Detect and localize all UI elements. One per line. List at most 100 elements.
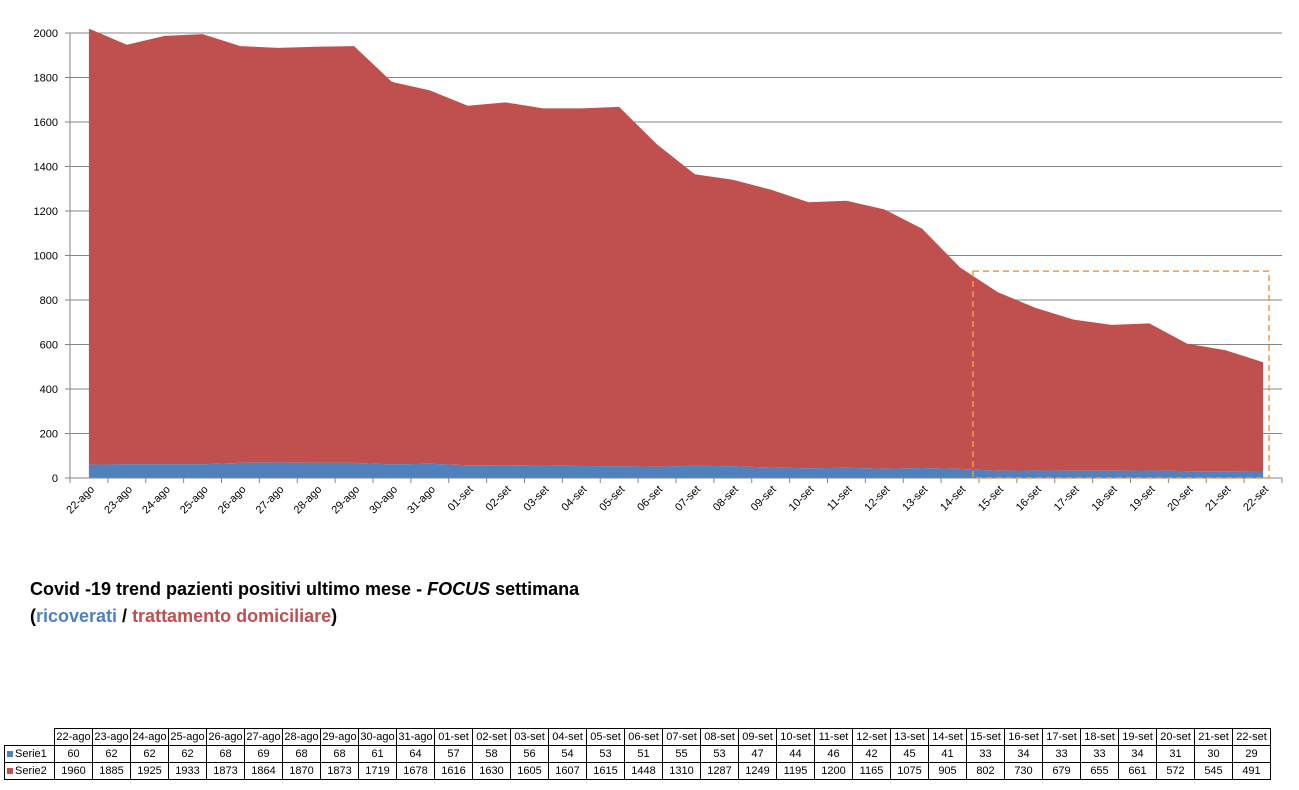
- table-cell: 31: [1156, 745, 1195, 763]
- table-cell: 69: [244, 745, 283, 763]
- table-cell: 572: [1156, 762, 1195, 780]
- table-cell: 68: [282, 745, 321, 763]
- x-tick-label: 24-ago: [140, 484, 173, 517]
- series-name: Serie1: [15, 748, 47, 760]
- caption-separator: /: [117, 606, 133, 626]
- caption-domiciliare: trattamento domiciliare: [132, 606, 332, 626]
- table-body: Serie1 60 62 62 62 68 69 68 68 61 64 57 58 56 54 53 51 55…: [4, 745, 1271, 780]
- x-tick-label: 26-ago: [216, 484, 249, 517]
- table-cell: 51: [624, 745, 663, 763]
- table-column-header: 09-set: [738, 728, 777, 746]
- table-cell: 54: [548, 745, 587, 763]
- caption-title-end: settimana: [490, 579, 580, 599]
- table-cell: 53: [586, 745, 625, 763]
- y-tick-label: 800: [40, 295, 58, 307]
- table-column-header: 20-set: [1156, 728, 1195, 746]
- focus-highlight-box: [972, 270, 1270, 479]
- table-cell: 42: [852, 745, 891, 763]
- area-serie2: [88, 28, 1264, 472]
- table-column-header: 18-set: [1080, 728, 1119, 746]
- table-column-header: 26-ago: [206, 728, 245, 746]
- table-column-header: 02-set: [472, 728, 511, 746]
- caption-title: Covid -19 trend pazienti positivi ultimo…: [30, 579, 428, 599]
- table-cell: 55: [662, 745, 701, 763]
- y-tick-label: 1000: [34, 251, 58, 263]
- table-column-header: 28-ago: [282, 728, 321, 746]
- x-tick-label: 28-ago: [292, 484, 325, 517]
- table-cell: 1719: [358, 762, 397, 780]
- x-tick-label: 03-set: [521, 484, 551, 514]
- x-tick-label: 12-set: [862, 484, 892, 514]
- table-cell: 61: [358, 745, 397, 763]
- table-cell: 1200: [814, 762, 853, 780]
- x-tick-label: 22-set: [1241, 484, 1271, 514]
- table-cell: 1933: [168, 762, 207, 780]
- table-column-header: 06-set: [624, 728, 663, 746]
- table-cell: 1885: [92, 762, 131, 780]
- table-column-header: 07-set: [662, 728, 701, 746]
- x-tick-label: 31-ago: [405, 484, 438, 517]
- table-cell: 68: [206, 745, 245, 763]
- x-tick-label: 14-set: [938, 484, 968, 514]
- table-cell: 679: [1042, 762, 1081, 780]
- table-column-header: 03-set: [510, 728, 549, 746]
- x-tick-label: 20-set: [1165, 484, 1195, 514]
- table-column-header: 23-ago: [92, 728, 131, 746]
- table-cell: 1605: [510, 762, 549, 780]
- table-column-header: 15-set: [966, 728, 1005, 746]
- table-cell: 1165: [852, 762, 891, 780]
- table-column-header: 19-set: [1118, 728, 1157, 746]
- y-tick-label: 600: [40, 340, 58, 352]
- area-chart: 0 200 400 600 800 1000 1200 1400 1600 1800 2000 22-…: [34, 28, 1283, 517]
- table-cell: 41: [928, 745, 967, 763]
- table-cell: 45: [890, 745, 929, 763]
- y-tick-label: 400: [40, 384, 58, 396]
- x-tick-label: 01-set: [446, 484, 476, 514]
- x-tick-label: 07-set: [673, 484, 703, 514]
- table-cell: 33: [966, 745, 1005, 763]
- table-cell: 905: [928, 762, 967, 780]
- table-cell: 1925: [130, 762, 169, 780]
- table-row-header: Serie1: [4, 745, 55, 763]
- data-table: 22-ago 23-ago 24-ago 25-ago 26-ago 27-ago 28-a…: [4, 728, 1271, 780]
- y-tick-label: 200: [40, 429, 58, 441]
- x-tick-label: 21-set: [1203, 484, 1233, 514]
- table-column-header: 22-set: [1232, 728, 1271, 746]
- caption-paren-open: (: [30, 606, 36, 626]
- table-column-header: 05-set: [586, 728, 625, 746]
- table-cell: 1870: [282, 762, 321, 780]
- chart-caption: Covid -19 trend pazienti positivi ultimo…: [30, 576, 579, 630]
- table-cell: 62: [168, 745, 207, 763]
- x-tick-label: 04-set: [559, 484, 589, 514]
- y-tick-label: 2000: [34, 28, 58, 40]
- table-column-header: 10-set: [776, 728, 815, 746]
- table-cell: 1678: [396, 762, 435, 780]
- table-cell: 68: [320, 745, 359, 763]
- table-column-header: 24-ago: [130, 728, 169, 746]
- caption-line-2: (ricoverati / trattamento domiciliare): [30, 603, 579, 630]
- table-cell: 1630: [472, 762, 511, 780]
- table-cell: 1287: [700, 762, 739, 780]
- table-column-header: 31-ago: [396, 728, 435, 746]
- y-tick-label: 0: [52, 473, 58, 485]
- table-cell: 60: [54, 745, 93, 763]
- x-tick-label: 16-set: [1014, 484, 1044, 514]
- table-column-header: 11-set: [814, 728, 853, 746]
- x-tick-label: 27-ago: [254, 484, 287, 517]
- table-column-header: 29-ago: [320, 728, 359, 746]
- table-column-header: 04-set: [548, 728, 587, 746]
- table-corner: [5, 729, 55, 746]
- table-column-header: 08-set: [700, 728, 739, 746]
- caption-line-1: Covid -19 trend pazienti positivi ultimo…: [30, 576, 579, 603]
- x-tick-label: 30-ago: [367, 484, 400, 517]
- table-cell: 1960: [54, 762, 93, 780]
- x-tick-label: 13-set: [900, 484, 930, 514]
- table-column-header: 25-ago: [168, 728, 207, 746]
- caption-focus: FOCUS: [427, 579, 491, 599]
- table-cell: 1616: [434, 762, 473, 780]
- x-tick-label: 19-set: [1127, 484, 1157, 514]
- table-cell: 802: [966, 762, 1005, 780]
- x-tick-label: 22-ago: [64, 484, 97, 517]
- x-tick-label: 25-ago: [178, 484, 211, 517]
- y-tick-label: 1600: [34, 117, 58, 129]
